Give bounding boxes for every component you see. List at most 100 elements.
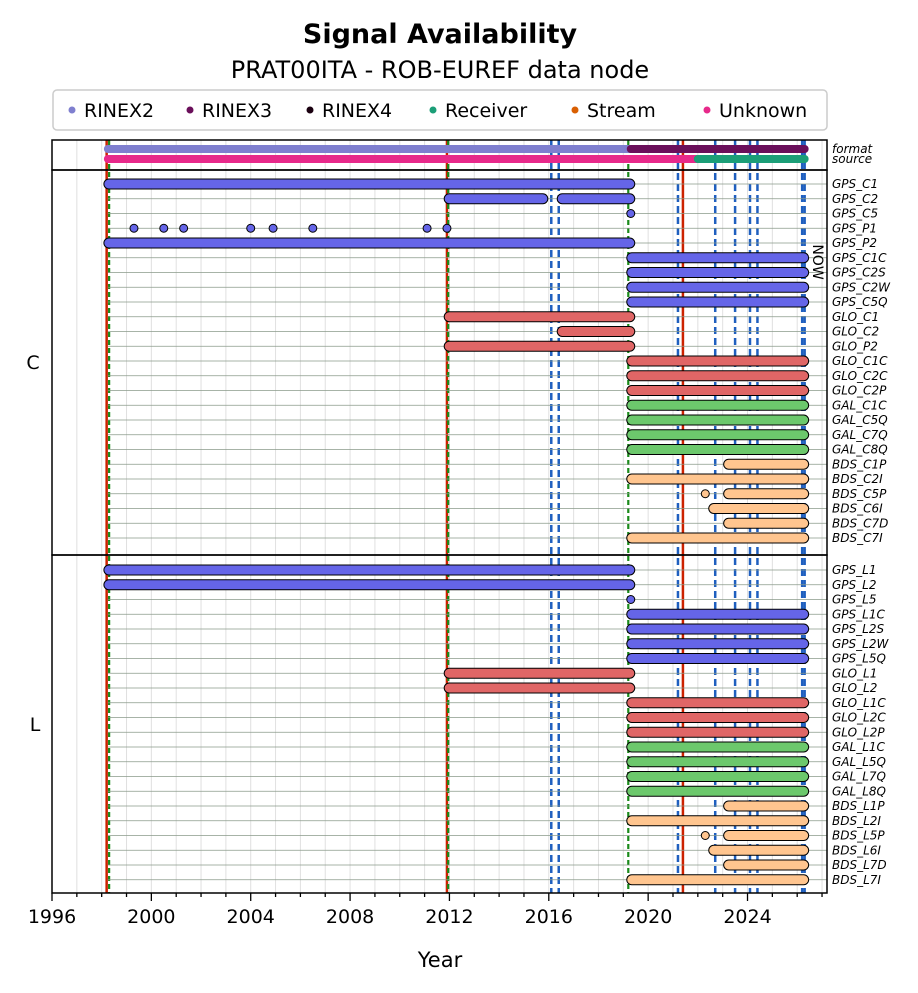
segment-gal_c8q-0 xyxy=(626,444,810,455)
x-tick-label-2016: 2016 xyxy=(525,906,573,928)
segment-bds_c2i-0 xyxy=(626,473,810,485)
segment-gps_p2-0 xyxy=(103,237,636,249)
row-label-bds_c7d: BDS_C7D xyxy=(832,516,888,530)
row-label-bds_c1p: BDS_C1P xyxy=(832,457,887,471)
segment-gal_c7q-0 xyxy=(626,429,810,441)
legend-label-unknown: Unknown xyxy=(719,100,807,122)
x-axis: 1996 2000 2004 2008 2012 2016 2020 2024 xyxy=(28,893,823,928)
row-label-glo_c1c: GLO_C1C xyxy=(832,354,888,368)
segment-gal_l8q-0 xyxy=(626,785,810,797)
segment-gps_c5q-0 xyxy=(626,296,810,308)
row-label-bds_l6i: BDS_L6I xyxy=(832,843,881,857)
row-label-gps_p2: GPS_P2 xyxy=(832,236,877,250)
row-label-bds_c7i: BDS_C7I xyxy=(832,531,883,545)
segment-gal_c5q-0 xyxy=(626,414,810,426)
row-label-glo_p2: GLO_P2 xyxy=(832,339,878,353)
legend-marker-stream xyxy=(571,106,579,114)
segment-glo_l2c-0 xyxy=(626,712,810,723)
plot-frame xyxy=(51,139,828,894)
row-label-glo_c1: GLO_C1 xyxy=(832,310,879,324)
segment-gps_p1-6 xyxy=(422,223,432,233)
segment-glo_p2-0 xyxy=(443,340,636,352)
row-label-gps_l2w: GPS_L2W xyxy=(832,637,889,651)
segment-bds_l5p-0 xyxy=(700,831,710,840)
x-tick-label-2004: 2004 xyxy=(227,906,275,928)
segment-gps_l5q-0 xyxy=(626,653,810,664)
row-label-glo_l2p: GLO_L2P xyxy=(832,725,885,739)
legend: RINEX2 RINEX3 RINEX4 Receiver Stream Unknown xyxy=(52,89,828,131)
row-label-gps_c2: GPS_C2 xyxy=(832,192,878,206)
segment-gps_c2-1 xyxy=(556,193,636,205)
segment-gps_p1-7 xyxy=(442,223,452,233)
x-tick-label-2008: 2008 xyxy=(326,906,374,928)
segment-gps_p1-4 xyxy=(268,223,278,233)
chart-title: Signal Availability xyxy=(303,19,578,50)
row-label-gps_p1: GPS_P1 xyxy=(832,221,877,235)
row-label-gal_c1c: GAL_C1C xyxy=(832,398,887,412)
row-label-glo_l2: GLO_L2 xyxy=(832,681,877,695)
segment-glo_c1c-0 xyxy=(626,355,810,367)
segment-glo_c2p-0 xyxy=(626,385,810,396)
segment-gal_l1c-0 xyxy=(626,741,810,753)
segment-gps_p1-3 xyxy=(246,223,256,233)
row-label-bds_l1p: BDS_L1P xyxy=(832,799,885,813)
segment-bds_c1p-0 xyxy=(723,458,810,470)
row-label-bds_c2i: BDS_C2I xyxy=(832,472,883,486)
row-label-gps_c5q: GPS_C5Q xyxy=(832,295,888,309)
segment-gps_p1-2 xyxy=(179,223,189,233)
legend-marker-unknown xyxy=(703,106,711,114)
segment-glo_l1-0 xyxy=(443,667,636,679)
row-label-bds_l7i: BDS_L7I xyxy=(832,873,881,887)
segment-bds_l2i-0 xyxy=(626,815,810,827)
row-label-glo_c2c: GLO_C2C xyxy=(832,369,888,383)
row-label-glo_l2c: GLO_L2C xyxy=(832,711,886,725)
row-labels: formatsourceGPS_C1GPS_C2GPS_C5GPS_P1GPS_… xyxy=(832,142,891,887)
x-tick-label-2012: 2012 xyxy=(425,906,473,928)
segment-glo_l2p-0 xyxy=(626,726,810,738)
row-label-bds_c6i: BDS_C6I xyxy=(832,502,883,516)
x-axis-label: Year xyxy=(417,948,463,972)
row-label-gps_l5: GPS_L5 xyxy=(832,593,876,607)
row-label-gal_l8q: GAL_L8Q xyxy=(832,784,886,798)
segment-glo_c2-0 xyxy=(556,326,636,337)
row-label-gps_l1c: GPS_L1C xyxy=(832,607,885,621)
row-label-bds_l2i: BDS_L2I xyxy=(832,814,881,828)
row-label-bds_l5p: BDS_L5P xyxy=(832,829,885,843)
segment-gps_c5-0 xyxy=(626,209,636,218)
segment-gps_p1-0 xyxy=(129,223,139,233)
chart-subtitle: PRAT00ITA - ROB-EUREF data node xyxy=(231,56,649,84)
segment-bds_c5p-1 xyxy=(723,488,810,500)
segment-gps_c2w-0 xyxy=(626,281,810,293)
legend-marker-rinex2 xyxy=(68,106,76,114)
segment-gps_l5-0 xyxy=(626,595,636,604)
row-label-gps_l2: GPS_L2 xyxy=(832,578,876,592)
segment-gal_c1c-0 xyxy=(626,399,810,411)
segment-gps_c1c-0 xyxy=(626,252,810,264)
row-label-gal_c5q: GAL_C5Q xyxy=(832,413,888,427)
segment-gps_l1c-0 xyxy=(626,608,810,620)
row-label-gal_l1c: GAL_L1C xyxy=(832,740,886,754)
segment-bds_c7i-0 xyxy=(626,532,810,544)
row-label-gal_c8q: GAL_C8Q xyxy=(832,443,888,457)
row-label-gps_c2s: GPS_C2S xyxy=(832,266,886,280)
row-label-bds_c5p: BDS_C5P xyxy=(832,487,887,501)
segment-bds_c6i-0 xyxy=(708,503,810,514)
segment-gps_c2s-0 xyxy=(626,267,810,278)
legend-marker-rinex3 xyxy=(186,106,194,114)
segment-gps_p1-1 xyxy=(159,223,169,233)
row-label-gps_c5: GPS_C5 xyxy=(832,207,878,221)
l-panel-frame xyxy=(51,554,828,894)
segment-bds_l7i-0 xyxy=(626,874,810,886)
segment-bds_c5p-0 xyxy=(700,489,710,499)
segment-bds_l5p-1 xyxy=(723,830,810,841)
row-label-bds_l7d: BDS_L7D xyxy=(832,858,887,872)
signal-rows xyxy=(103,145,827,886)
segment-glo_c1-0 xyxy=(443,311,636,323)
row-label-format: format xyxy=(832,142,874,156)
legend-box xyxy=(52,89,828,131)
segment-bds_l7d-0 xyxy=(723,859,810,871)
row-label-gps_l1: GPS_L1 xyxy=(832,563,876,577)
legend-label-rinex3: RINEX3 xyxy=(202,100,272,122)
segment-gps_c1-0 xyxy=(103,178,636,190)
